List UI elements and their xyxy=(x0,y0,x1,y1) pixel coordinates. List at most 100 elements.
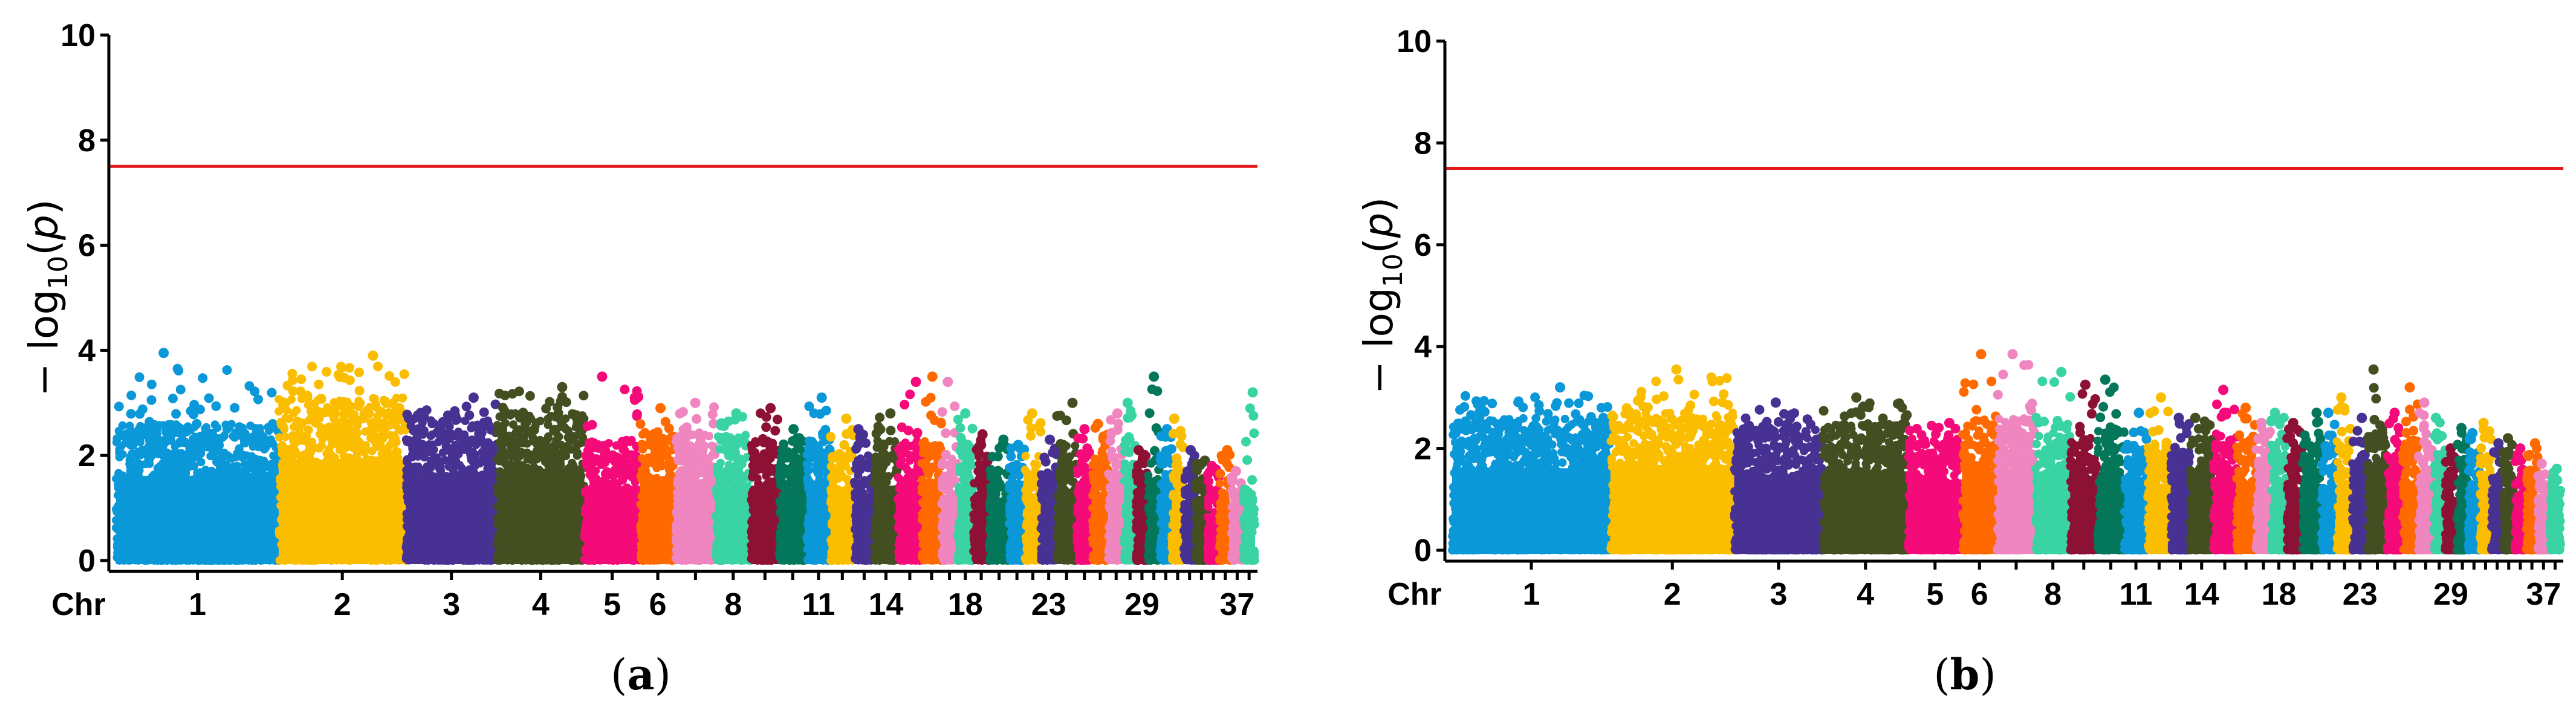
snp-point xyxy=(185,444,194,453)
snp-point xyxy=(352,415,361,424)
snp-peak-point xyxy=(368,350,378,361)
snp-point xyxy=(398,394,407,403)
snp-point xyxy=(267,388,277,398)
snp-point xyxy=(326,434,335,443)
snp-point xyxy=(259,463,267,471)
snp-point xyxy=(136,450,145,460)
snp-point xyxy=(354,367,364,377)
snp-point xyxy=(528,433,537,442)
snp-point xyxy=(168,394,178,403)
snp-point xyxy=(125,421,134,431)
snp-point xyxy=(528,425,537,434)
snp-point xyxy=(172,363,183,374)
snp-point xyxy=(115,447,124,457)
snp-point xyxy=(281,432,290,441)
snp-point xyxy=(450,431,459,440)
snp-point xyxy=(146,395,157,405)
snp-point xyxy=(180,464,189,473)
snp-point xyxy=(486,464,495,473)
snp-point xyxy=(493,421,502,430)
snp-point xyxy=(296,374,307,385)
snp-point xyxy=(345,375,355,385)
snp-point xyxy=(399,369,409,379)
snp-point xyxy=(186,406,196,416)
chromosome-3-points xyxy=(401,392,502,565)
snp-point xyxy=(126,409,136,419)
snp-point xyxy=(345,401,354,409)
chromosome-1-points xyxy=(112,348,284,565)
snp-point xyxy=(518,408,528,418)
snp-point xyxy=(354,386,365,396)
snp-point xyxy=(238,450,247,459)
snp-point xyxy=(276,419,285,428)
snp-point xyxy=(317,441,326,450)
snp-density-block xyxy=(406,472,498,564)
snp-point xyxy=(208,429,217,438)
snp-point xyxy=(144,417,155,427)
snp-point xyxy=(384,408,393,417)
snp-point xyxy=(441,438,450,447)
snp-point xyxy=(239,434,248,443)
snp-point xyxy=(429,445,438,454)
snp-point xyxy=(337,402,346,411)
snp-point xyxy=(152,425,161,434)
snp-point xyxy=(312,406,321,415)
snp-point xyxy=(573,448,582,457)
snp-point xyxy=(131,435,140,444)
snp-point xyxy=(232,464,241,472)
snp-point xyxy=(434,462,443,471)
snp-point xyxy=(322,366,332,377)
snp-peak-point xyxy=(468,392,479,403)
snp-point xyxy=(172,461,181,470)
snp-point xyxy=(211,401,221,411)
snp-point xyxy=(339,414,348,423)
snp-point xyxy=(373,362,383,371)
snp-point xyxy=(414,452,423,461)
snp-point xyxy=(173,452,182,461)
snp-point xyxy=(525,391,535,401)
snp-point xyxy=(282,380,293,391)
chromosome-4-points xyxy=(493,382,589,565)
snp-point xyxy=(311,419,320,428)
snp-point xyxy=(289,409,298,418)
snp-point xyxy=(450,457,459,466)
snp-point xyxy=(305,444,314,454)
snp-point xyxy=(255,439,264,448)
snp-point xyxy=(250,386,260,397)
snp-point xyxy=(222,365,232,375)
snp-point xyxy=(496,437,504,446)
snp-point xyxy=(278,401,287,409)
snp-point xyxy=(215,441,224,450)
snp-point xyxy=(377,424,386,432)
snp-point xyxy=(377,406,386,415)
snp-point xyxy=(479,407,489,417)
snp-point xyxy=(148,451,156,460)
snp-point xyxy=(563,433,573,442)
snp-point xyxy=(438,448,447,457)
snp-point xyxy=(391,402,400,411)
snp-point xyxy=(415,408,426,418)
snp-point xyxy=(543,442,553,451)
snp-point xyxy=(334,432,343,441)
snp-point xyxy=(339,451,348,460)
snp-point xyxy=(475,459,484,468)
snp-point xyxy=(461,434,470,443)
snp-point xyxy=(207,436,216,445)
snp-point xyxy=(126,390,137,400)
snp-point xyxy=(204,467,213,476)
snp-point xyxy=(579,391,589,401)
snp-point xyxy=(370,394,379,403)
snp-point xyxy=(518,437,527,446)
snp-point xyxy=(495,457,504,466)
snp-point xyxy=(114,402,124,412)
snp-point xyxy=(224,451,232,460)
snp-point xyxy=(499,405,510,415)
snp-point xyxy=(198,373,208,383)
chromosome-5-points xyxy=(580,371,644,565)
snp-point xyxy=(356,398,365,408)
snp-point xyxy=(521,424,530,433)
snp-point xyxy=(122,429,131,438)
